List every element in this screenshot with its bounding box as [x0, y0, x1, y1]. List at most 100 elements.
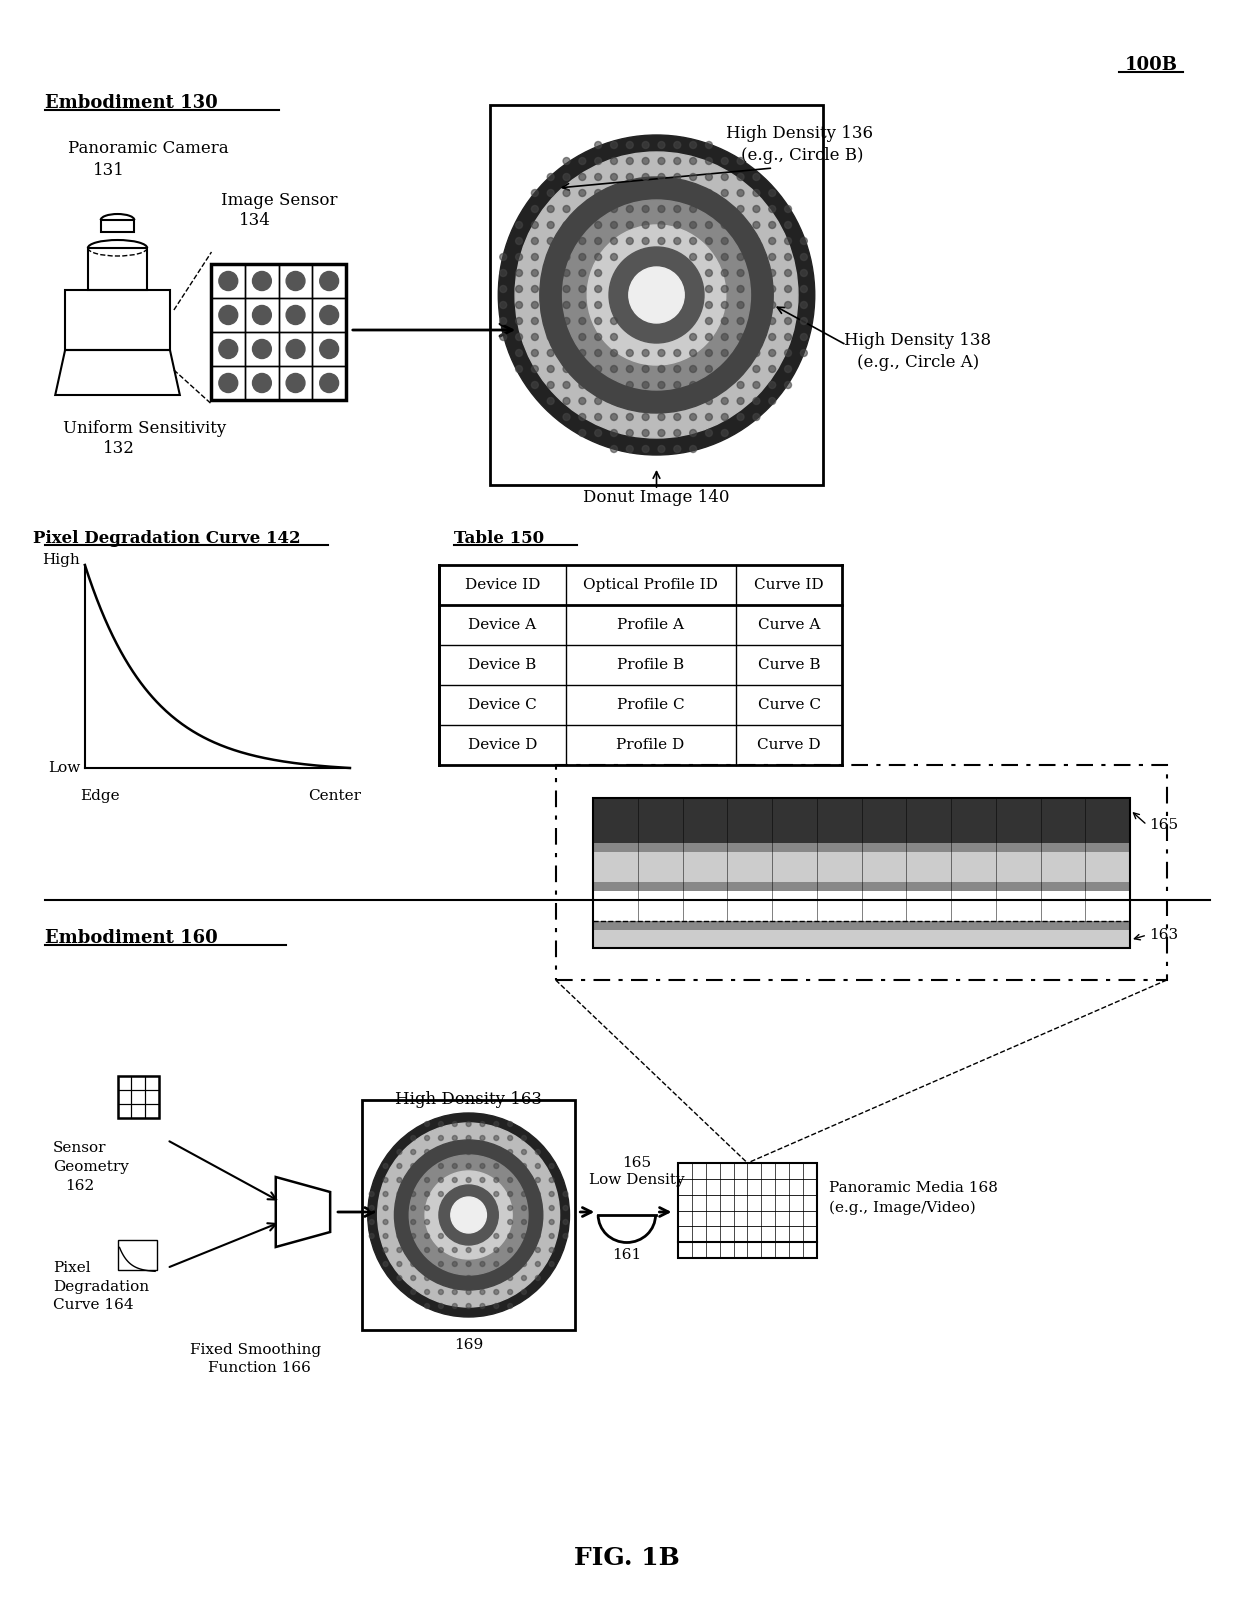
- Circle shape: [286, 272, 305, 291]
- Text: Embodiment 160: Embodiment 160: [46, 929, 218, 947]
- Circle shape: [579, 238, 585, 245]
- Circle shape: [579, 398, 585, 405]
- Circle shape: [626, 366, 634, 373]
- Circle shape: [769, 334, 776, 341]
- Circle shape: [579, 414, 585, 421]
- Circle shape: [410, 1276, 415, 1281]
- Circle shape: [579, 382, 585, 389]
- Circle shape: [689, 430, 697, 437]
- Circle shape: [424, 1164, 429, 1169]
- Circle shape: [424, 1206, 429, 1210]
- Circle shape: [453, 1303, 458, 1308]
- Circle shape: [522, 1247, 527, 1252]
- Circle shape: [494, 1135, 498, 1140]
- Bar: [556, 764, 1167, 980]
- Circle shape: [785, 302, 791, 309]
- Circle shape: [769, 302, 776, 309]
- Circle shape: [610, 174, 618, 181]
- Circle shape: [595, 286, 601, 293]
- Bar: [212, 264, 246, 297]
- Circle shape: [451, 1198, 486, 1233]
- Bar: [212, 297, 246, 333]
- Circle shape: [547, 286, 554, 293]
- Circle shape: [439, 1303, 444, 1308]
- Circle shape: [722, 254, 728, 261]
- Circle shape: [689, 238, 697, 245]
- Circle shape: [539, 177, 774, 413]
- Circle shape: [480, 1150, 485, 1154]
- Circle shape: [320, 339, 339, 358]
- Circle shape: [500, 254, 507, 261]
- Circle shape: [626, 414, 634, 421]
- Circle shape: [595, 190, 601, 197]
- Circle shape: [658, 414, 665, 421]
- Circle shape: [383, 1220, 388, 1225]
- Circle shape: [453, 1177, 458, 1183]
- Circle shape: [536, 1206, 541, 1210]
- Circle shape: [706, 174, 713, 181]
- Circle shape: [494, 1247, 498, 1252]
- Circle shape: [320, 272, 339, 291]
- Bar: [593, 931, 1130, 948]
- Circle shape: [722, 430, 728, 437]
- Circle shape: [626, 382, 634, 389]
- Text: FIG. 1B: FIG. 1B: [574, 1546, 680, 1570]
- Circle shape: [642, 366, 649, 373]
- Circle shape: [549, 1220, 554, 1225]
- Circle shape: [722, 334, 728, 341]
- Circle shape: [397, 1164, 402, 1169]
- Text: 131: 131: [93, 161, 125, 179]
- Circle shape: [532, 206, 538, 213]
- Text: Panoramic Camera: Panoramic Camera: [68, 139, 228, 157]
- Circle shape: [516, 254, 522, 261]
- Circle shape: [480, 1262, 485, 1266]
- Circle shape: [563, 254, 570, 261]
- Circle shape: [626, 206, 634, 213]
- Circle shape: [219, 374, 238, 392]
- Circle shape: [410, 1262, 415, 1266]
- Circle shape: [800, 302, 807, 309]
- Circle shape: [610, 222, 618, 229]
- Circle shape: [532, 334, 538, 341]
- Circle shape: [547, 270, 554, 277]
- Circle shape: [547, 190, 554, 197]
- Circle shape: [689, 157, 697, 165]
- Circle shape: [753, 174, 760, 181]
- Text: Device B: Device B: [469, 659, 537, 672]
- Circle shape: [737, 382, 744, 389]
- Text: 162: 162: [66, 1178, 94, 1193]
- Circle shape: [642, 350, 649, 357]
- Bar: [312, 264, 346, 297]
- Text: Embodiment 130: Embodiment 130: [46, 94, 218, 112]
- Text: 100B: 100B: [1125, 56, 1178, 74]
- Circle shape: [522, 1276, 527, 1281]
- Circle shape: [785, 206, 791, 213]
- Circle shape: [532, 190, 538, 197]
- Circle shape: [626, 350, 634, 357]
- Circle shape: [737, 206, 744, 213]
- Circle shape: [769, 270, 776, 277]
- Circle shape: [785, 334, 791, 341]
- Circle shape: [532, 270, 538, 277]
- Circle shape: [753, 334, 760, 341]
- Circle shape: [397, 1191, 402, 1196]
- Circle shape: [516, 238, 522, 245]
- Bar: [593, 798, 1130, 948]
- Circle shape: [394, 1140, 543, 1290]
- Circle shape: [722, 366, 728, 373]
- Circle shape: [595, 141, 601, 149]
- Circle shape: [494, 1164, 498, 1169]
- Circle shape: [370, 1191, 374, 1196]
- Circle shape: [579, 174, 585, 181]
- Circle shape: [626, 190, 634, 197]
- Circle shape: [769, 398, 776, 405]
- Circle shape: [769, 206, 776, 213]
- Circle shape: [642, 141, 649, 149]
- Circle shape: [722, 286, 728, 293]
- Circle shape: [507, 1150, 512, 1154]
- Text: (e.g., Image/Video): (e.g., Image/Video): [828, 1201, 976, 1215]
- Circle shape: [439, 1135, 444, 1140]
- Circle shape: [494, 1121, 498, 1127]
- Text: Profile D: Profile D: [616, 739, 684, 752]
- Text: Curve C: Curve C: [758, 699, 821, 712]
